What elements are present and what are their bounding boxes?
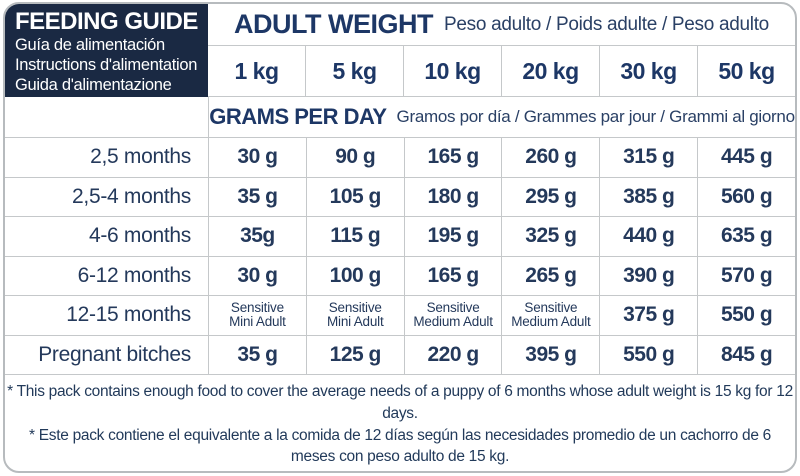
value-cell: 550 g [599, 335, 697, 374]
footnote: * This pack contains enough food to cove… [7, 383, 793, 422]
row-label: Pregnant bitches [38, 342, 191, 366]
header-band: FEEDING GUIDE Guía de alimentación Instr… [5, 4, 795, 97]
adult-weight-subtitle: Peso adulto / Poids adulte / Peso adulto [444, 13, 769, 35]
weight-column-header: 5 kg [305, 46, 403, 96]
value-cell: 35 g [208, 335, 306, 374]
grams-per-day-header: GRAMS PER DAY Gramos por día / Grammes p… [208, 97, 795, 137]
value-cell: 30 g [208, 138, 306, 177]
value-cell: 180 g [403, 177, 502, 216]
value-cell: Sensitive Medium Adult [403, 296, 502, 335]
weight-column-header: 1 kg [234, 57, 279, 84]
value-cell: 560 g [697, 177, 795, 216]
value-cell: Sensitive Mini Adult [208, 296, 306, 335]
row-label: 4-6 months [88, 224, 191, 248]
weight-column-header: 20 kg [501, 46, 599, 96]
value-cell: 35g [208, 217, 306, 256]
value-cell: 390 g [599, 256, 697, 295]
value-cell: 440 g [599, 217, 697, 256]
value-cell: 35 g [208, 177, 306, 216]
adult-weight-header: ADULT WEIGHT Peso adulto / Poids adulte … [208, 4, 795, 45]
grams-per-day-row: GRAMS PER DAY Gramos por día / Grammes p… [5, 97, 795, 138]
feeding-guide-subtitle-es: Guía de alimentación [15, 36, 165, 54]
value-cell: 125 g [305, 335, 404, 374]
value-cell: 570 g [697, 256, 795, 295]
table-row: Pregnant bitches 35 g 125 g 220 g 395 g 550 g… [5, 335, 795, 375]
feeding-guide-subtitle-it: Guida d'alimentazione [15, 76, 172, 94]
value-cell: 105 g [305, 177, 404, 216]
grams-per-day-subtitle: Gramos por día / Grammes par jour / Gram… [396, 107, 795, 126]
value-cell: 325 g [501, 217, 599, 256]
row-label: 2,5-4 months [72, 184, 191, 208]
value-cell: 165 g [403, 138, 502, 177]
feeding-guide-subtitle-fr: Instructions d'alimentation [15, 56, 198, 74]
grams-per-day-title: GRAMS PER DAY [209, 104, 387, 129]
table-row: 6-12 months 30 g 100 g 165 g 265 g 390 g 570 g [5, 256, 795, 296]
value-cell: 115 g [305, 217, 404, 256]
row-label: 6-12 months [77, 263, 192, 287]
adult-weight-band: ADULT WEIGHT Peso adulto / Poids adulte … [208, 4, 795, 97]
value-cell: 195 g [403, 217, 502, 256]
value-cell: Sensitive Medium Adult [501, 296, 599, 335]
weight-column-header: 50 kg [697, 46, 795, 96]
value-cell: 315 g [599, 138, 697, 177]
feeding-guide-title: FEEDING GUIDE [15, 8, 198, 35]
value-cell: 845 g [697, 335, 795, 374]
value-cell: 375 g [599, 296, 697, 335]
weight-header-row: 1 kg 5 kg 10 kg 20 kg 30 kg 50 kg [208, 45, 795, 97]
feeding-guide-card: FEEDING GUIDE Guía de alimentación Instr… [3, 2, 797, 473]
value-cell: 635 g [697, 217, 795, 256]
table-row: 12-15 months Sensitive Mini Adult Sensitiv… [5, 296, 795, 336]
footnote: * Este pack contiene el equivalente a la… [29, 426, 771, 466]
table-row: 2,5 months 30 g 90 g 165 g 260 g 315 g 445 g [5, 138, 795, 178]
grams-row-spacer [5, 97, 208, 137]
footnote: * Ce paquet contient l'équivalent de 12 … [5, 468, 795, 471]
value-cell: 30 g [208, 256, 306, 295]
value-cell: 445 g [697, 138, 795, 177]
value-cell: 90 g [305, 138, 404, 177]
weight-column-header: 30 kg [599, 46, 697, 96]
value-cell: 385 g [599, 177, 697, 216]
value-cell: 295 g [501, 177, 599, 216]
value-cell: 260 g [501, 138, 599, 177]
value-cell: 395 g [501, 335, 599, 374]
value-cell: 165 g [403, 256, 502, 295]
row-label: 12-15 months [66, 303, 191, 327]
footnotes: * This pack contains enough food to cove… [5, 375, 795, 471]
value-cell: 100 g [305, 256, 404, 295]
value-cell: 220 g [403, 335, 502, 374]
table-row: 4-6 months 35g 115 g 195 g 325 g 440 g 635 g [5, 217, 795, 257]
value-cell: Sensitive Mini Adult [305, 296, 404, 335]
value-cell: 265 g [501, 256, 599, 295]
adult-weight-title: ADULT WEIGHT [234, 9, 433, 39]
weight-column-header: 10 kg [403, 46, 501, 96]
table-body: 2,5 months 30 g 90 g 165 g 260 g 315 g 445 g 2,… [5, 138, 795, 375]
value-cell: 550 g [697, 296, 795, 335]
row-label: 2,5 months [90, 145, 191, 169]
feeding-guide-header: FEEDING GUIDE Guía de alimentación Instr… [5, 4, 208, 97]
table-row: 2,5-4 months 35 g 105 g 180 g 295 g 385 g 560 … [5, 177, 795, 217]
